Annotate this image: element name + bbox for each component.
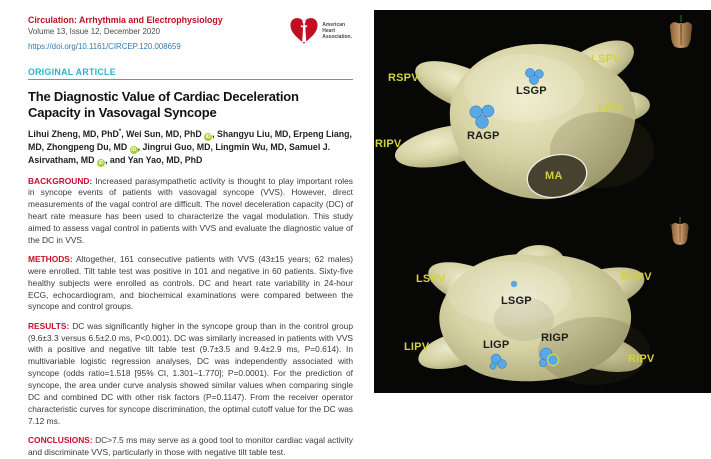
torso-orientation-icon [669,216,689,245]
abstract-section-results: RESULTS: DC was significantly higher in … [28,321,353,428]
author-segment: Lihui Zheng, MD, PhD [28,128,119,139]
label-lsgp-top: LSGP [516,85,547,97]
label-rspv-top: RSPV [388,72,419,84]
author-segment: , Jingrui Guo, MD, Lingmin Wu, MD, Samue… [28,141,331,165]
section-text-methods: Altogether, 161 consecutive patients wit… [28,254,353,312]
issue-line: Volume 13, Issue 12, December 2020 [28,27,161,36]
gp-dots-ragp [469,104,495,129]
abstract-section-conclusions: CONCLUSIONS: DC>7.5 ms may serve as a go… [28,435,353,459]
article-page: Circulation: Arrhythmia and Electrophysi… [0,0,374,457]
label-lspv-top: LSPV [591,53,621,65]
journal-meta: Circulation: Arrhythmia and Electrophysi… [28,15,223,54]
article-type-kicker: ORIGINAL ARTICLE [28,67,353,80]
abstract-section-methods: METHODS: Altogether, 161 consecutive pat… [28,254,353,313]
aha-logo-text: American Heart Association. [322,22,352,40]
author-segment: , and Yan Yao, MD, PhD [104,154,203,165]
aha-logo-line3: Association. [322,34,352,40]
atrium-3d-bottom [418,245,650,385]
gp-dot-lsgp-edge [510,280,518,288]
figure-top-panel: RSPV LSPV LSGP LIPV RAGP RIPV MA [374,10,711,201]
journal-name: Circulation: Arrhythmia and Electrophysi… [28,15,223,25]
author-segment: , Shangyu Liu, MD, Erpeng Liang, MD, Zho… [28,128,352,152]
section-text-background: Increased parasympathetic activity is th… [28,175,353,245]
mitral-annulus-outline [526,153,588,199]
label-lsgp-bottom: LSGP [501,295,532,307]
label-lspv-bottom: LSPV [416,273,446,285]
aha-heart-icon [290,18,318,44]
orcid-icon[interactable]: iD [204,132,213,141]
label-ripv-top: RIPV [375,138,402,150]
label-lipv-top: LIPV [598,102,624,114]
abstract: BACKGROUND: Increased parasympathetic ac… [28,176,353,459]
aha-logo-line1: American [322,22,346,28]
author-footnote-asterisk: * [118,128,122,135]
gp-dots-rigp [538,347,560,368]
author-segment: , Wei Sun, MD, PhD [121,128,205,139]
masthead: Circulation: Arrhythmia and Electrophysi… [28,15,353,54]
aha-logo-line2: Heart [322,28,336,34]
gp-dots-ligp [489,353,507,370]
section-label-results: RESULTS: [28,320,70,331]
doi-link[interactable]: https://doi.org/10.1161/CIRCEP.120.00865… [28,42,181,51]
article-title: The Diagnostic Value of Cardiac Decelera… [28,89,299,120]
section-text-results: DC was significantly higher in the synco… [28,320,353,426]
orcid-icon[interactable]: iD [129,145,138,154]
torso-orientation-icon [669,15,693,48]
abstract-section-background: BACKGROUND: Increased parasympathetic ac… [28,176,353,247]
label-ligp-bottom: LIGP [483,339,510,351]
anatomy-figure: RSPV LSPV LSGP LIPV RAGP RIPV MA [374,10,711,393]
label-rigp-bottom: RIGP [541,332,569,344]
label-lipv-bottom: LIPV [404,341,430,353]
aha-logo: American Heart Association. [289,15,352,47]
section-label-methods: METHODS: [28,254,73,265]
label-ripv-bottom: RIPV [628,353,655,365]
label-ragp-top: RAGP [467,130,500,142]
label-ma-top: MA [545,170,563,182]
authors-line: Lihui Zheng, MD, PhD*, Wei Sun, MD, PhD … [28,128,353,167]
orcid-icon[interactable]: iD [96,158,105,167]
gp-dots-lsgp [525,68,544,85]
label-rspv-bottom: RSPV [621,271,652,283]
atrium-3d-top [394,40,654,200]
figure-bottom-panel: LSPV RSPV LSGP LIPV LIGP RIGP RIPV [374,201,711,393]
section-label-conclusions: CONCLUSIONS: [28,434,93,445]
section-label-background: BACKGROUND: [28,175,93,186]
